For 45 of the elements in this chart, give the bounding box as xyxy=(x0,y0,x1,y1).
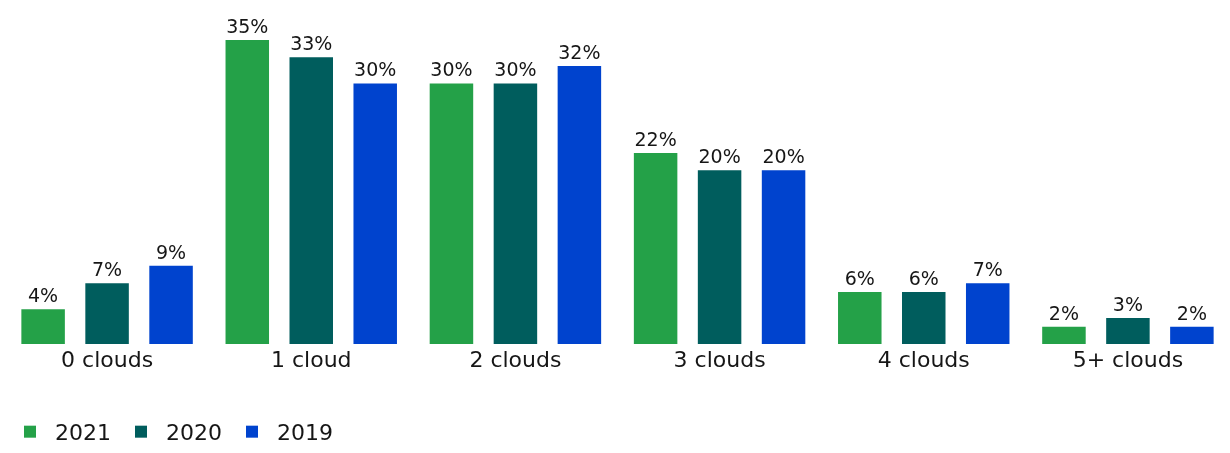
x-tick-label: 1 cloud xyxy=(270,347,352,372)
data-label: 4% xyxy=(28,284,59,307)
data-label: 6% xyxy=(844,266,875,289)
data-label: 22% xyxy=(634,127,677,150)
legend-label: 2020 xyxy=(166,420,222,446)
data-label: 20% xyxy=(698,145,741,168)
bar xyxy=(21,309,65,344)
data-label: 32% xyxy=(558,41,601,64)
x-tick-label: 0 clouds xyxy=(61,347,154,372)
data-label: 20% xyxy=(762,145,805,168)
bar xyxy=(225,40,270,344)
bar xyxy=(85,283,129,344)
data-label: 7% xyxy=(92,258,123,281)
bar xyxy=(1106,317,1150,344)
data-label: 30% xyxy=(430,58,473,81)
bar xyxy=(902,291,946,344)
legend-label: 2019 xyxy=(277,420,333,446)
x-tick-label: 4 clouds xyxy=(877,347,970,372)
bar xyxy=(429,83,474,344)
x-tick-label: 3 clouds xyxy=(673,347,766,372)
data-label: 7% xyxy=(972,258,1003,281)
bar xyxy=(1170,326,1214,344)
bar xyxy=(289,57,333,344)
x-tick-label: 5+ clouds xyxy=(1072,347,1184,372)
bar xyxy=(697,170,742,344)
bar xyxy=(1042,326,1086,344)
data-label: 35% xyxy=(226,15,269,37)
x-tick-label: 2 clouds xyxy=(469,347,562,372)
legend-label: 2021 xyxy=(55,420,111,446)
data-label: 30% xyxy=(494,58,537,81)
bar xyxy=(493,83,538,344)
data-label: 9% xyxy=(155,240,187,263)
bar xyxy=(761,170,806,344)
data-label: 2% xyxy=(1176,301,1207,324)
bar xyxy=(965,283,1010,344)
data-label: 30% xyxy=(354,58,397,81)
bar xyxy=(353,83,397,344)
data-label: 6% xyxy=(908,266,939,289)
bar xyxy=(149,265,193,344)
bar xyxy=(557,66,602,344)
data-label: 33% xyxy=(290,32,333,55)
bar xyxy=(633,152,678,344)
data-label: 3% xyxy=(1112,292,1143,315)
bar xyxy=(838,291,882,344)
data-label: 2% xyxy=(1048,301,1080,324)
